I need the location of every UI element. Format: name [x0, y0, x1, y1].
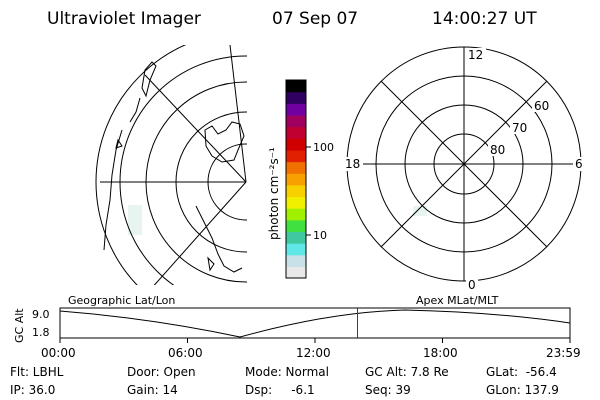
- altitude-timeline: Geographic Lat/Lon Apex MLat/MLT GC Alt …: [13, 294, 581, 360]
- timeline-y-label: GC Alt: [13, 308, 26, 343]
- polar-label-18: 18: [345, 157, 360, 171]
- timeline-tick-label-0: 00:00: [41, 346, 76, 360]
- colorbar-segment: [286, 173, 306, 186]
- colorbar: 100 10 photon cm⁻²s⁻¹: [267, 79, 334, 279]
- coastline: [195, 205, 243, 273]
- lat-circle: [95, 45, 187, 285]
- coastline: [204, 121, 245, 163]
- coastline: [207, 256, 215, 272]
- colorbar-frame: [285, 79, 307, 279]
- status-glon: GLon: 137.9: [486, 383, 559, 397]
- meridian-line: [229, 45, 247, 183]
- colorbar-segment: [286, 254, 306, 267]
- polar-diagonal: [380, 80, 548, 248]
- colorbar-unit-label: photon cm⁻²s⁻¹: [267, 147, 281, 240]
- timeline-tick-label-1: 06:00: [168, 346, 203, 360]
- colorbar-segment: [286, 184, 306, 198]
- timeline-y-max: 9.0: [32, 308, 50, 321]
- coastline: [141, 61, 157, 98]
- timeline-left-title: Geographic Lat/Lon: [68, 294, 175, 307]
- colorbar-segment: [286, 138, 306, 151]
- status-seq: Seq: 39: [365, 383, 411, 397]
- polar-label-12: 12: [468, 48, 483, 62]
- status-ip: IP: 36.0: [10, 383, 55, 397]
- colorbar-segment: [286, 196, 306, 209]
- colorbar-segment: [286, 266, 306, 279]
- status-door: Door: Open: [127, 365, 196, 379]
- status-flt: Flt: LBHL: [10, 365, 64, 379]
- coastline: [115, 138, 123, 149]
- colorbar-tick-10: 10: [313, 229, 327, 242]
- meridian-line: [153, 181, 247, 285]
- polar-label-0: 0: [468, 278, 476, 292]
- header-title: Ultraviolet Imager: [47, 9, 201, 29]
- timeline-frame: [59, 307, 571, 339]
- colorbar-segment: [286, 126, 306, 139]
- status-mode: Mode: Normal: [245, 365, 329, 379]
- polar-lat-60: 60: [534, 99, 549, 113]
- colorbar-tick-100: 100: [313, 141, 334, 154]
- status-panel: Flt: LBHL IP: 36.0 Door: Open Gain: 14 M…: [10, 365, 559, 397]
- coastline: [103, 129, 123, 251]
- colorbar-segment: [286, 208, 306, 221]
- colorbar-segment: [286, 219, 306, 233]
- timeline-y-min: 1.8: [32, 326, 50, 339]
- polar-mlt-plot: 12 18 6 0 60 70 80: [343, 46, 585, 292]
- colorbar-segment: [286, 161, 306, 174]
- colorbar-segment: [286, 103, 306, 116]
- status-gain: Gain: 14: [127, 383, 178, 397]
- polar-lat-70: 70: [512, 121, 527, 135]
- aurora-hint: [413, 206, 427, 216]
- header-time: 14:00:27 UT: [432, 9, 537, 29]
- timeline-tick-label-3: 18:00: [423, 346, 458, 360]
- meridian-line: [144, 74, 247, 183]
- timeline-tick-label-4: 23:59: [546, 346, 581, 360]
- status-gc-alt: GC Alt: 7.8 Re: [365, 365, 449, 379]
- colorbar-stack: [286, 80, 306, 279]
- aurora-hint: [128, 205, 142, 235]
- colorbar-segment: [286, 243, 306, 256]
- colorbar-segment: [286, 231, 306, 244]
- colorbar-segment: [286, 149, 306, 163]
- geographic-map-panel: [95, 45, 247, 285]
- timeline-tick-label-2: 12:00: [296, 346, 331, 360]
- timeline-right-title: Apex MLat/MLT: [416, 294, 499, 307]
- altitude-curve: [59, 309, 571, 338]
- status-dsp: Dsp: -6.1: [245, 383, 315, 397]
- header-date: 07 Sep 07: [272, 9, 358, 29]
- colorbar-segment: [286, 114, 306, 128]
- timeline-ticks: [59, 338, 571, 343]
- polar-lat-80: 80: [490, 143, 505, 157]
- coastline: [129, 97, 141, 123]
- status-glat: GLat: -56.4: [486, 365, 557, 379]
- colorbar-segment: [286, 91, 306, 104]
- polar-label-6: 6: [575, 157, 583, 171]
- colorbar-segment: [286, 80, 306, 93]
